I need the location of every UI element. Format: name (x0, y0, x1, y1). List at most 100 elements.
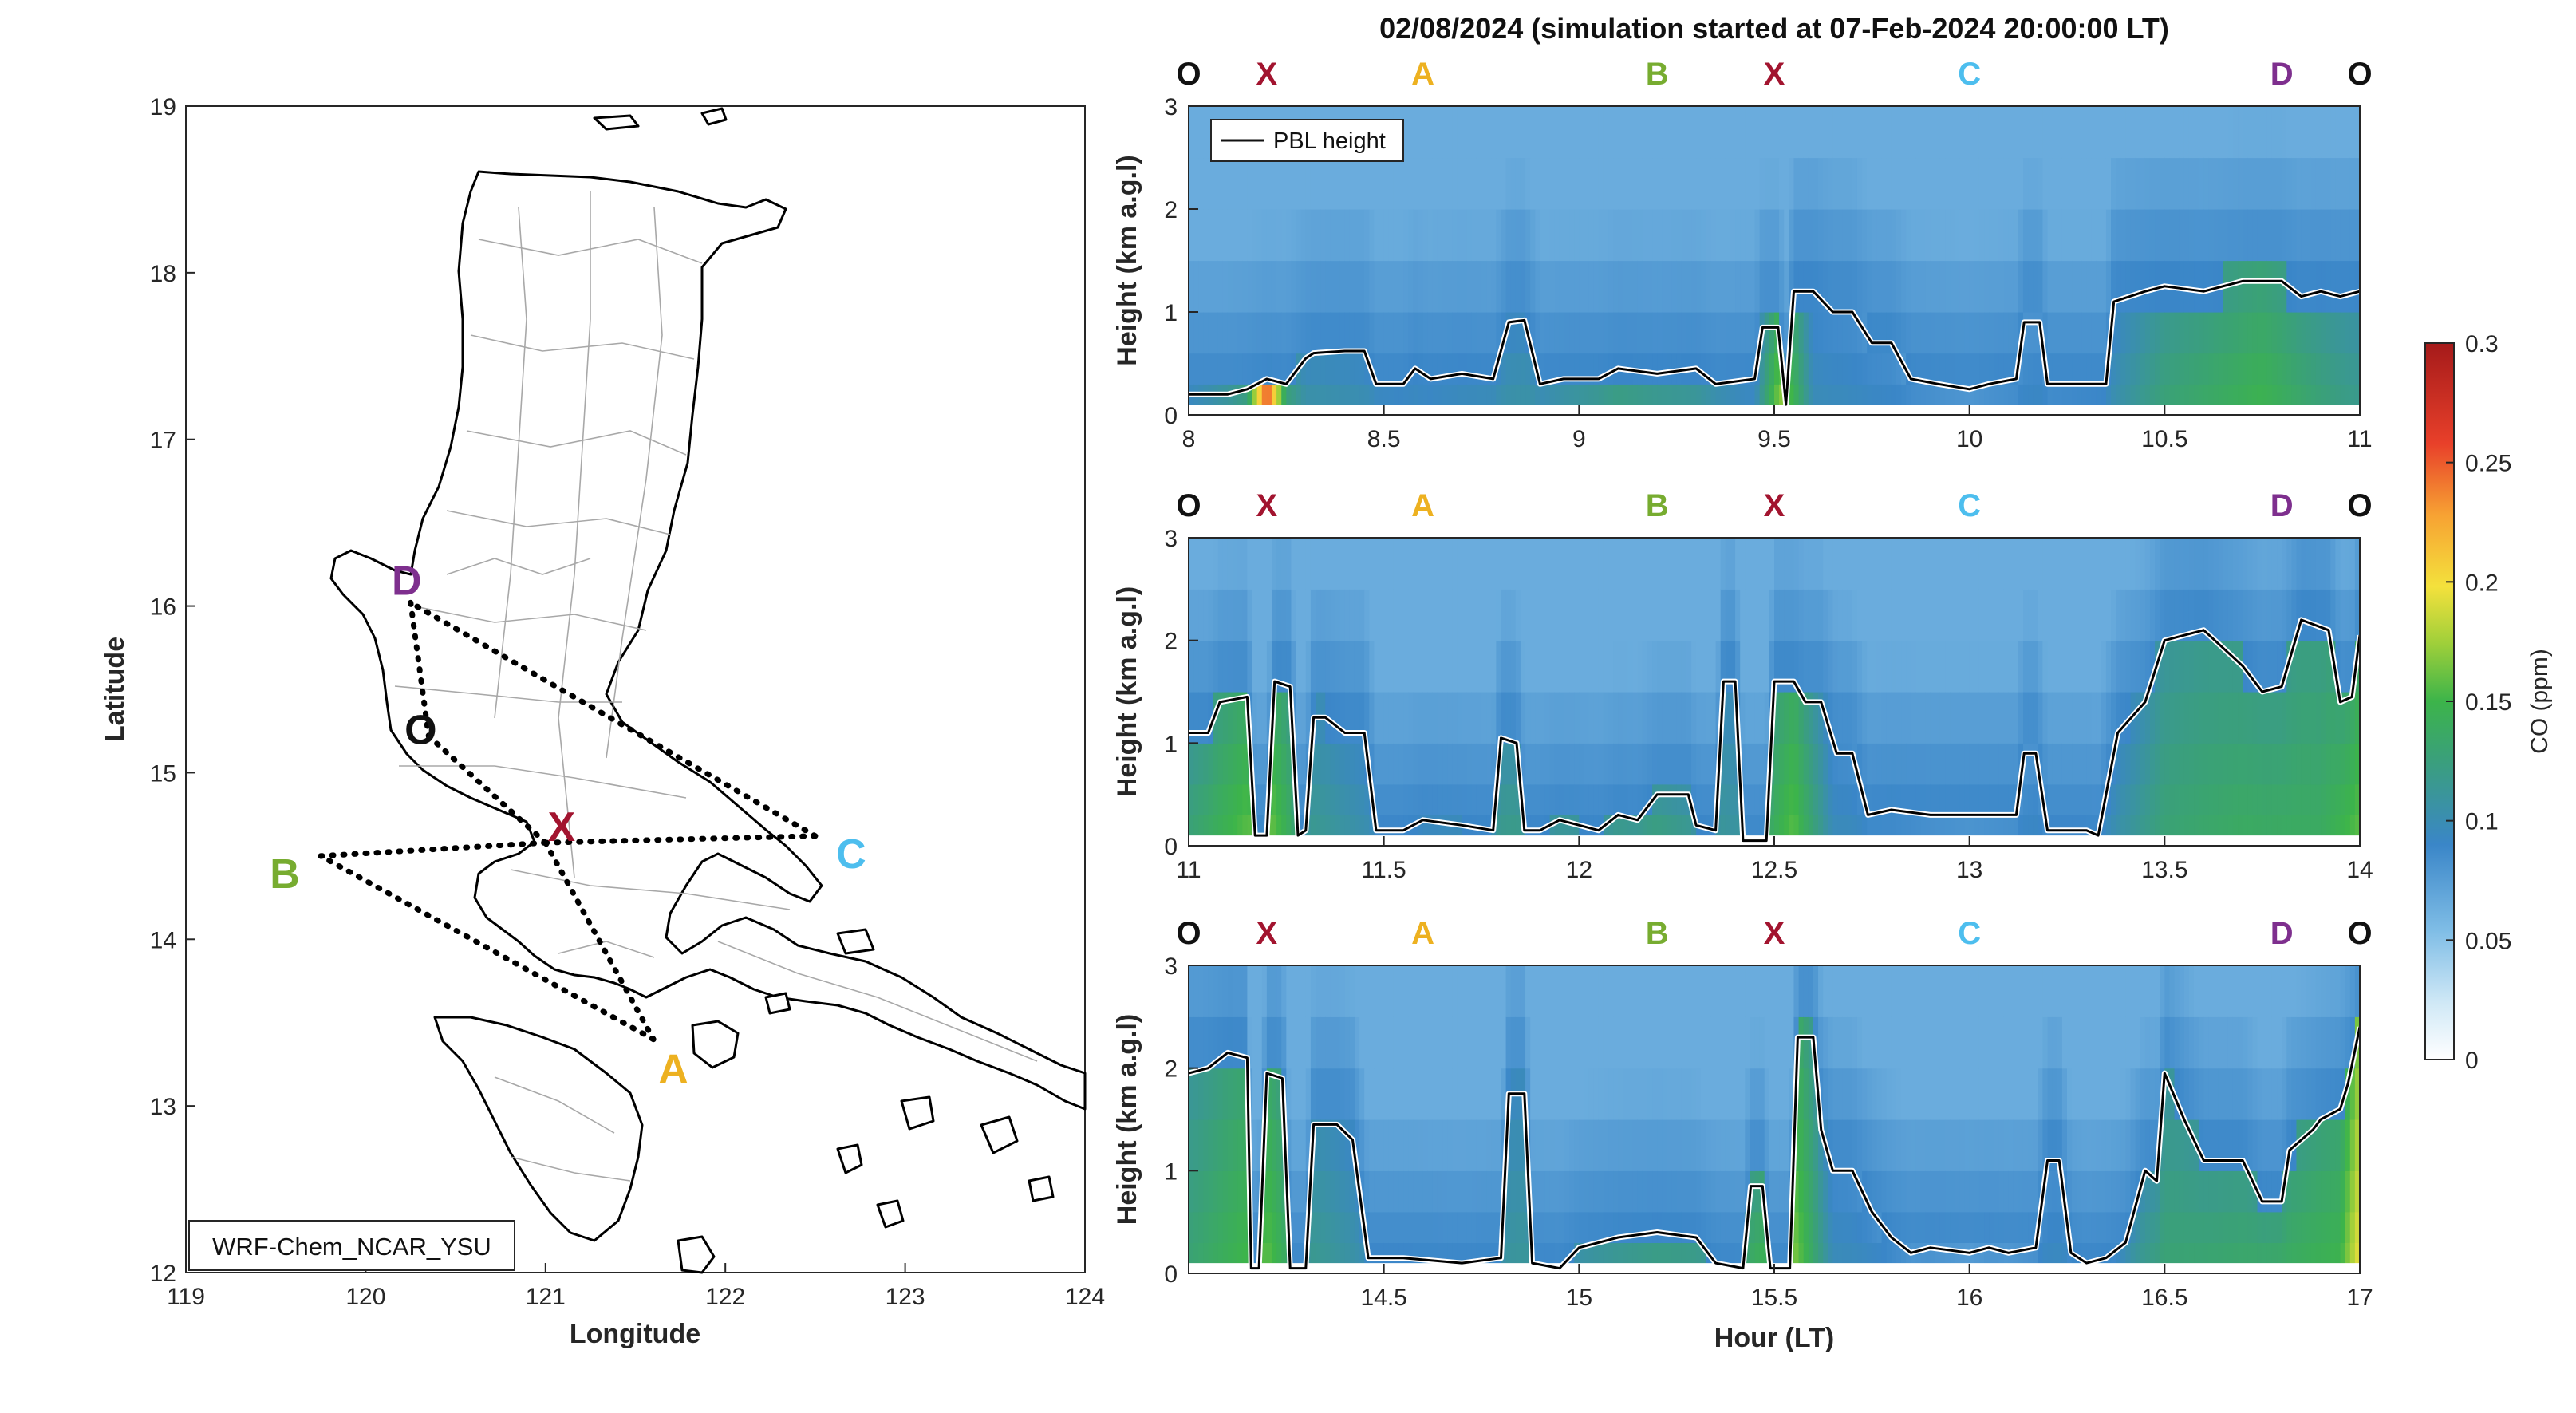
co-cell (1852, 353, 1858, 385)
co-cell (2018, 209, 2024, 262)
co-cell (1978, 589, 1985, 641)
co-cell (2291, 640, 2298, 693)
co-cell (1535, 384, 1540, 405)
co-cell (2169, 589, 2176, 641)
co-cell (1618, 157, 1623, 210)
co-cell (2252, 260, 2258, 313)
co-cell (2057, 312, 2063, 354)
co-cell (2086, 312, 2093, 354)
co-cell (1842, 692, 1848, 744)
co-cell (1608, 157, 1614, 210)
co-cell (1559, 538, 1565, 590)
co-cell (2301, 692, 2307, 744)
co-cell (2149, 312, 2156, 354)
co-cell (1330, 1068, 1336, 1120)
co-cell (1647, 743, 1653, 785)
co-cell (1354, 640, 1360, 693)
co-cell (1554, 1242, 1560, 1264)
co-cell (2038, 260, 2044, 313)
co-cell (1706, 538, 1712, 590)
co-cell (1793, 743, 1800, 785)
co-cell (1447, 312, 1453, 354)
co-cell (2028, 157, 2034, 210)
co-cell (1876, 743, 1883, 785)
co-cell (1774, 1119, 1780, 1171)
co-cell (1437, 692, 1443, 744)
co-cell (1627, 1242, 1634, 1264)
co-cell (1481, 965, 1487, 1017)
co-cell (1735, 106, 1741, 159)
co-cell (1939, 640, 1946, 693)
co-cell (1598, 106, 1604, 159)
co-cell (2086, 260, 2093, 313)
co-cell (1383, 1068, 1390, 1120)
co-cell (1876, 815, 1883, 836)
co-cell (2208, 260, 2215, 313)
co-cell (1271, 538, 1277, 590)
co-cell (1261, 640, 1268, 693)
co-cell (1466, 743, 1473, 785)
land-outline (329, 107, 1087, 1274)
co-cell (2081, 538, 2088, 590)
co-cell (1906, 106, 1911, 159)
co-cell (1535, 1170, 1540, 1213)
co-cell (1530, 157, 1536, 210)
co-cell (2125, 783, 2132, 815)
co-cell (1955, 815, 1961, 836)
co-cell (1276, 1170, 1282, 1213)
co-cell (1715, 1119, 1722, 1171)
co-cell (1603, 353, 1609, 385)
co-cell (1837, 589, 1844, 641)
co-cell (1198, 692, 1204, 744)
co-cell (1588, 538, 1595, 590)
co-cell (1266, 353, 1272, 385)
co-cell (1544, 783, 1551, 815)
co-cell (1339, 589, 1346, 641)
co-cell (1706, 743, 1712, 785)
co-cell (1432, 1242, 1438, 1264)
co-cell (1222, 815, 1229, 836)
co-cell (1408, 312, 1414, 354)
co-cell (1959, 384, 1966, 405)
co-cell (1969, 157, 1975, 210)
co-cell (1637, 783, 1643, 815)
co-cell (1476, 1242, 1482, 1264)
co-cell (1237, 260, 1243, 313)
co-cell (2340, 815, 2346, 836)
co-cell (1759, 106, 1765, 159)
co-cell (1300, 312, 1307, 354)
co-cell (1242, 965, 1248, 1017)
co-cell (2042, 692, 2049, 744)
co-cell (1432, 692, 1438, 744)
co-cell (1803, 815, 1809, 836)
co-cell (1413, 692, 1419, 744)
co-cell (1681, 640, 1687, 693)
co-cell (1374, 1242, 1380, 1264)
co-cell (1549, 1016, 1556, 1069)
co-cell (1623, 260, 1629, 313)
co-cell (1803, 692, 1809, 744)
co-cell (2028, 353, 2034, 385)
co-cell (1994, 260, 1999, 313)
co-cell (1310, 743, 1316, 785)
co-cell (2105, 209, 2112, 262)
co-cell (1764, 1016, 1770, 1069)
co-cell (1959, 209, 1966, 262)
co-cell (1300, 965, 1307, 1017)
co-cell (1637, 1242, 1643, 1264)
co-cell (2315, 743, 2322, 785)
co-cell (2057, 743, 2063, 785)
co-cell (1227, 1016, 1233, 1069)
co-cell (1213, 353, 1219, 385)
co-cell (2266, 783, 2273, 815)
co-cell (1930, 815, 1936, 836)
co-cell (2301, 209, 2307, 262)
co-cell (2243, 692, 2248, 744)
co-cell (1939, 312, 1946, 354)
co-cell (1637, 815, 1643, 836)
co-cell (1354, 353, 1360, 385)
co-cell (1608, 589, 1614, 641)
co-cell (1535, 692, 1540, 744)
co-cell (1710, 209, 1717, 262)
co-cell (1759, 640, 1765, 693)
